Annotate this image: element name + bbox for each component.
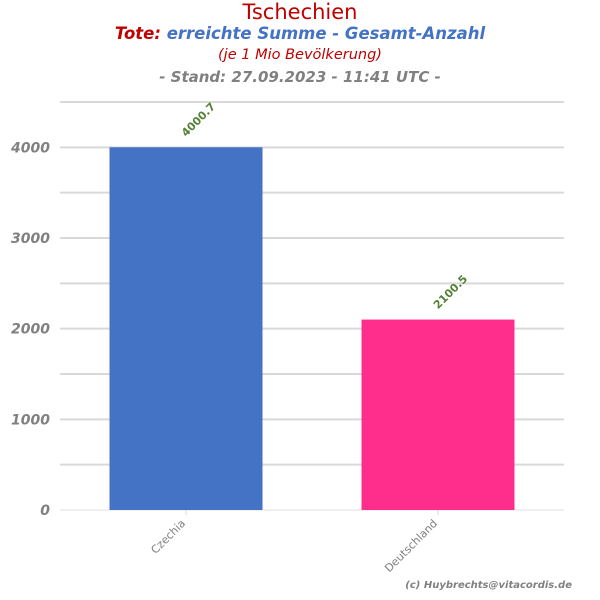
credit: (c) Huybrechts@vitacordis.de [405,580,572,591]
chart-title: Tschechien [242,0,358,24]
subtitle-main: erreichte Summe - Gesamt-Anzahl [160,24,486,43]
x-tick-label: Deutschland [382,517,440,575]
chart-date: - Stand: 27.09.2023 - 11:41 UTC - [159,68,441,86]
chart-subtitle-2: (je 1 Mio Bevölkerung) [218,47,382,63]
data-label: 2100.5 [431,272,470,311]
y-tick-label: 3000 [11,231,50,247]
y-tick-label: 1000 [11,412,50,428]
chart-subtitle: Tote: erreichte Summe - Gesamt-Anzahl [0,24,600,43]
y-tick-label: 2000 [11,322,50,338]
y-tick-label: 4000 [10,140,50,156]
y-tick-label: 0 [40,503,50,519]
bar-deutschland [361,319,515,510]
bar-czechia [109,147,263,510]
x-tick-label: Czechia [148,517,188,557]
subtitle-prefix: Tote: [114,24,161,43]
data-label: 4000.7 [179,100,218,139]
